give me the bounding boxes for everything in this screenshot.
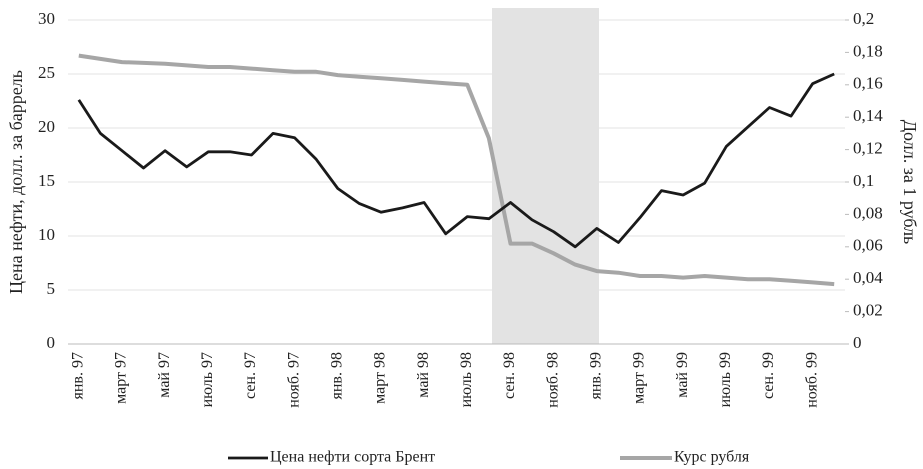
y-axis-title: Цена нефти, долл. за баррель	[6, 70, 26, 294]
y2-tick-label: 0,02	[853, 301, 883, 320]
x-tick-label: янв. 98	[328, 352, 345, 399]
y-tick-label: 25	[38, 63, 55, 82]
y2-tick-label: 0,12	[853, 139, 883, 158]
x-tick-label: июль 98	[458, 352, 475, 407]
y2-tick-label: 0,2	[853, 9, 874, 28]
x-tick-label: нояб. 98	[544, 352, 561, 408]
series-line	[77, 72, 835, 249]
y-tick-label: 20	[38, 117, 55, 136]
x-tick-label: янв. 99	[587, 352, 604, 399]
y2-axis-title: Долл. за 1 рубль	[900, 120, 920, 245]
x-tick-label: сен. 97	[242, 352, 259, 399]
y2-tick-label: 0,08	[853, 203, 883, 222]
x-tick-label: май 97	[156, 352, 173, 398]
x-tick-label: март 98	[372, 352, 389, 404]
y-tick-label: 10	[38, 225, 55, 244]
y2-tick-label: 0,18	[853, 41, 883, 60]
x-tick-label: сен. 99	[760, 352, 777, 399]
y2-tick-label: 0,06	[853, 236, 883, 255]
y-tick-label: 5	[47, 279, 56, 298]
y2-tick-label: 0,14	[853, 106, 883, 125]
x-tick-label: март 97	[113, 352, 130, 404]
y-tick-label: 0	[47, 333, 56, 352]
x-tick-label: сен. 98	[501, 352, 518, 399]
x-tick-label: янв. 97	[69, 352, 86, 399]
series-line	[78, 53, 835, 287]
x-tick-label: март 99	[631, 352, 648, 404]
x-tick-label: май 98	[415, 352, 432, 398]
y2-tick-label: 0,1	[853, 171, 874, 190]
x-tick-label: июль 97	[199, 352, 216, 407]
y2-tick-label: 0,16	[853, 74, 883, 93]
legend-label: Курс рубля	[674, 449, 750, 466]
y2-tick-label: 0	[853, 333, 862, 352]
y-tick-label: 30	[38, 9, 55, 28]
legend-label: Цена нефти сорта Брент	[270, 449, 435, 466]
y-tick-label: 15	[38, 171, 55, 190]
crisis-shade	[492, 8, 599, 344]
x-tick-label: нояб. 99	[803, 352, 820, 408]
x-tick-label: май 99	[674, 352, 691, 398]
y2-tick-label: 0,04	[853, 268, 883, 287]
x-tick-label: июль 99	[717, 352, 734, 407]
x-tick-label: нояб. 97	[285, 352, 302, 408]
